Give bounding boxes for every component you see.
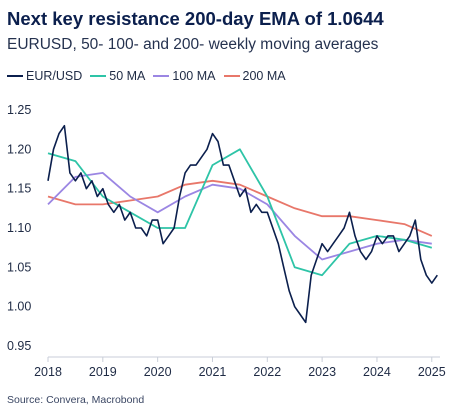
legend-item-200ma: 200 MA [223, 69, 286, 83]
x-tick-label: 2022 [253, 365, 281, 379]
x-tick-label: 2020 [144, 365, 172, 379]
series-line-200-ma [47, 179, 433, 237]
legend-swatch-200ma [223, 74, 240, 78]
series-layer [47, 124, 438, 324]
x-tick-label: 2025 [418, 365, 446, 379]
y-tick-label: 1.05 [7, 260, 31, 274]
y-tick-label: 1.00 [7, 300, 31, 314]
legend-item-eurusd: EUR/USD [7, 69, 82, 83]
source-note: Source: Convera, Macrobond [7, 394, 145, 406]
y-tick-label: 1.20 [7, 142, 31, 156]
chart-subtitle: EURUSD, 50- 100- and 200- weekly moving … [7, 36, 379, 53]
series-line-50-ma [47, 148, 433, 277]
y-axis-labels: 1.25 1.20 1.15 1.10 1.05 1.00 0.95 [7, 103, 31, 353]
y-tick-label: 1.10 [7, 221, 31, 235]
chart-title: Next key resistance 200-day EMA of 1.064… [7, 8, 384, 29]
legend-item-100ma: 100 MA [153, 69, 216, 83]
x-tick-label: 2018 [34, 365, 62, 379]
legend-label-100ma: 100 MA [172, 69, 216, 83]
legend-label-50ma: 50 MA [109, 69, 146, 83]
legend-label-200ma: 200 MA [242, 69, 286, 83]
series-line-eur-usd [47, 124, 438, 324]
series-line-100-ma [47, 171, 432, 261]
legend-swatch-eurusd [7, 74, 23, 78]
y-tick-label: 1.25 [7, 103, 31, 117]
legend-label-eurusd: EUR/USD [26, 69, 83, 83]
x-tick-label: 2021 [199, 365, 227, 379]
x-axis-ticks: 2018 2019 2020 2021 2022 2023 2024 2025 [34, 357, 446, 379]
y-tick-label: 1.15 [7, 182, 31, 196]
chart-legend: EUR/USD 50 MA 100 MA 200 MA [7, 69, 286, 83]
legend-swatch-100ma [153, 74, 170, 78]
legend-swatch-50ma [90, 74, 107, 78]
x-tick-label: 2023 [308, 365, 336, 379]
x-tick-label: 2019 [89, 365, 117, 379]
legend-item-50ma: 50 MA [90, 69, 145, 83]
y-tick-label: 0.95 [7, 339, 31, 353]
x-tick-label: 2024 [363, 365, 391, 379]
